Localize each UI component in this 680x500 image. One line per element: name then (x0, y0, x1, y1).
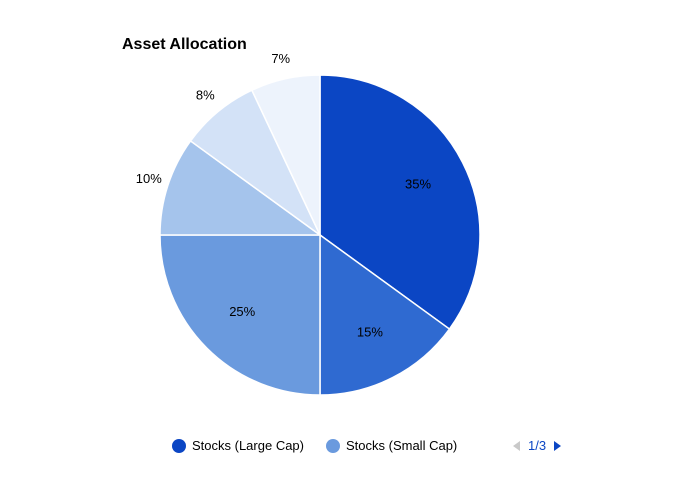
pager-next-icon[interactable] (550, 439, 564, 453)
chart-container: Asset Allocation 35%15%25%10%8%7% Stocks… (0, 0, 680, 500)
legend-swatch-icon (172, 439, 186, 453)
legend-swatch-icon (326, 439, 340, 453)
legend-pager: 1/3 (510, 438, 564, 453)
pager-prev-icon (510, 439, 524, 453)
slice-label: 25% (229, 304, 255, 319)
legend-item[interactable]: Stocks (Large Cap) (172, 438, 304, 453)
slice-label: 7% (271, 51, 290, 66)
slice-label: 15% (357, 324, 383, 339)
legend-item[interactable]: Stocks (Small Cap) (326, 438, 457, 453)
legend-label: Stocks (Large Cap) (192, 438, 304, 453)
legend-label: Stocks (Small Cap) (346, 438, 457, 453)
slice-label: 35% (405, 176, 431, 191)
slice-label: 10% (136, 171, 162, 186)
slice-label: 8% (196, 88, 215, 103)
pie-chart: 35% 15% 25% 10% 8% 7% (0, 0, 680, 500)
pager-text: 1/3 (528, 438, 546, 453)
legend: Stocks (Large Cap) Stocks (Small Cap) (172, 438, 457, 453)
